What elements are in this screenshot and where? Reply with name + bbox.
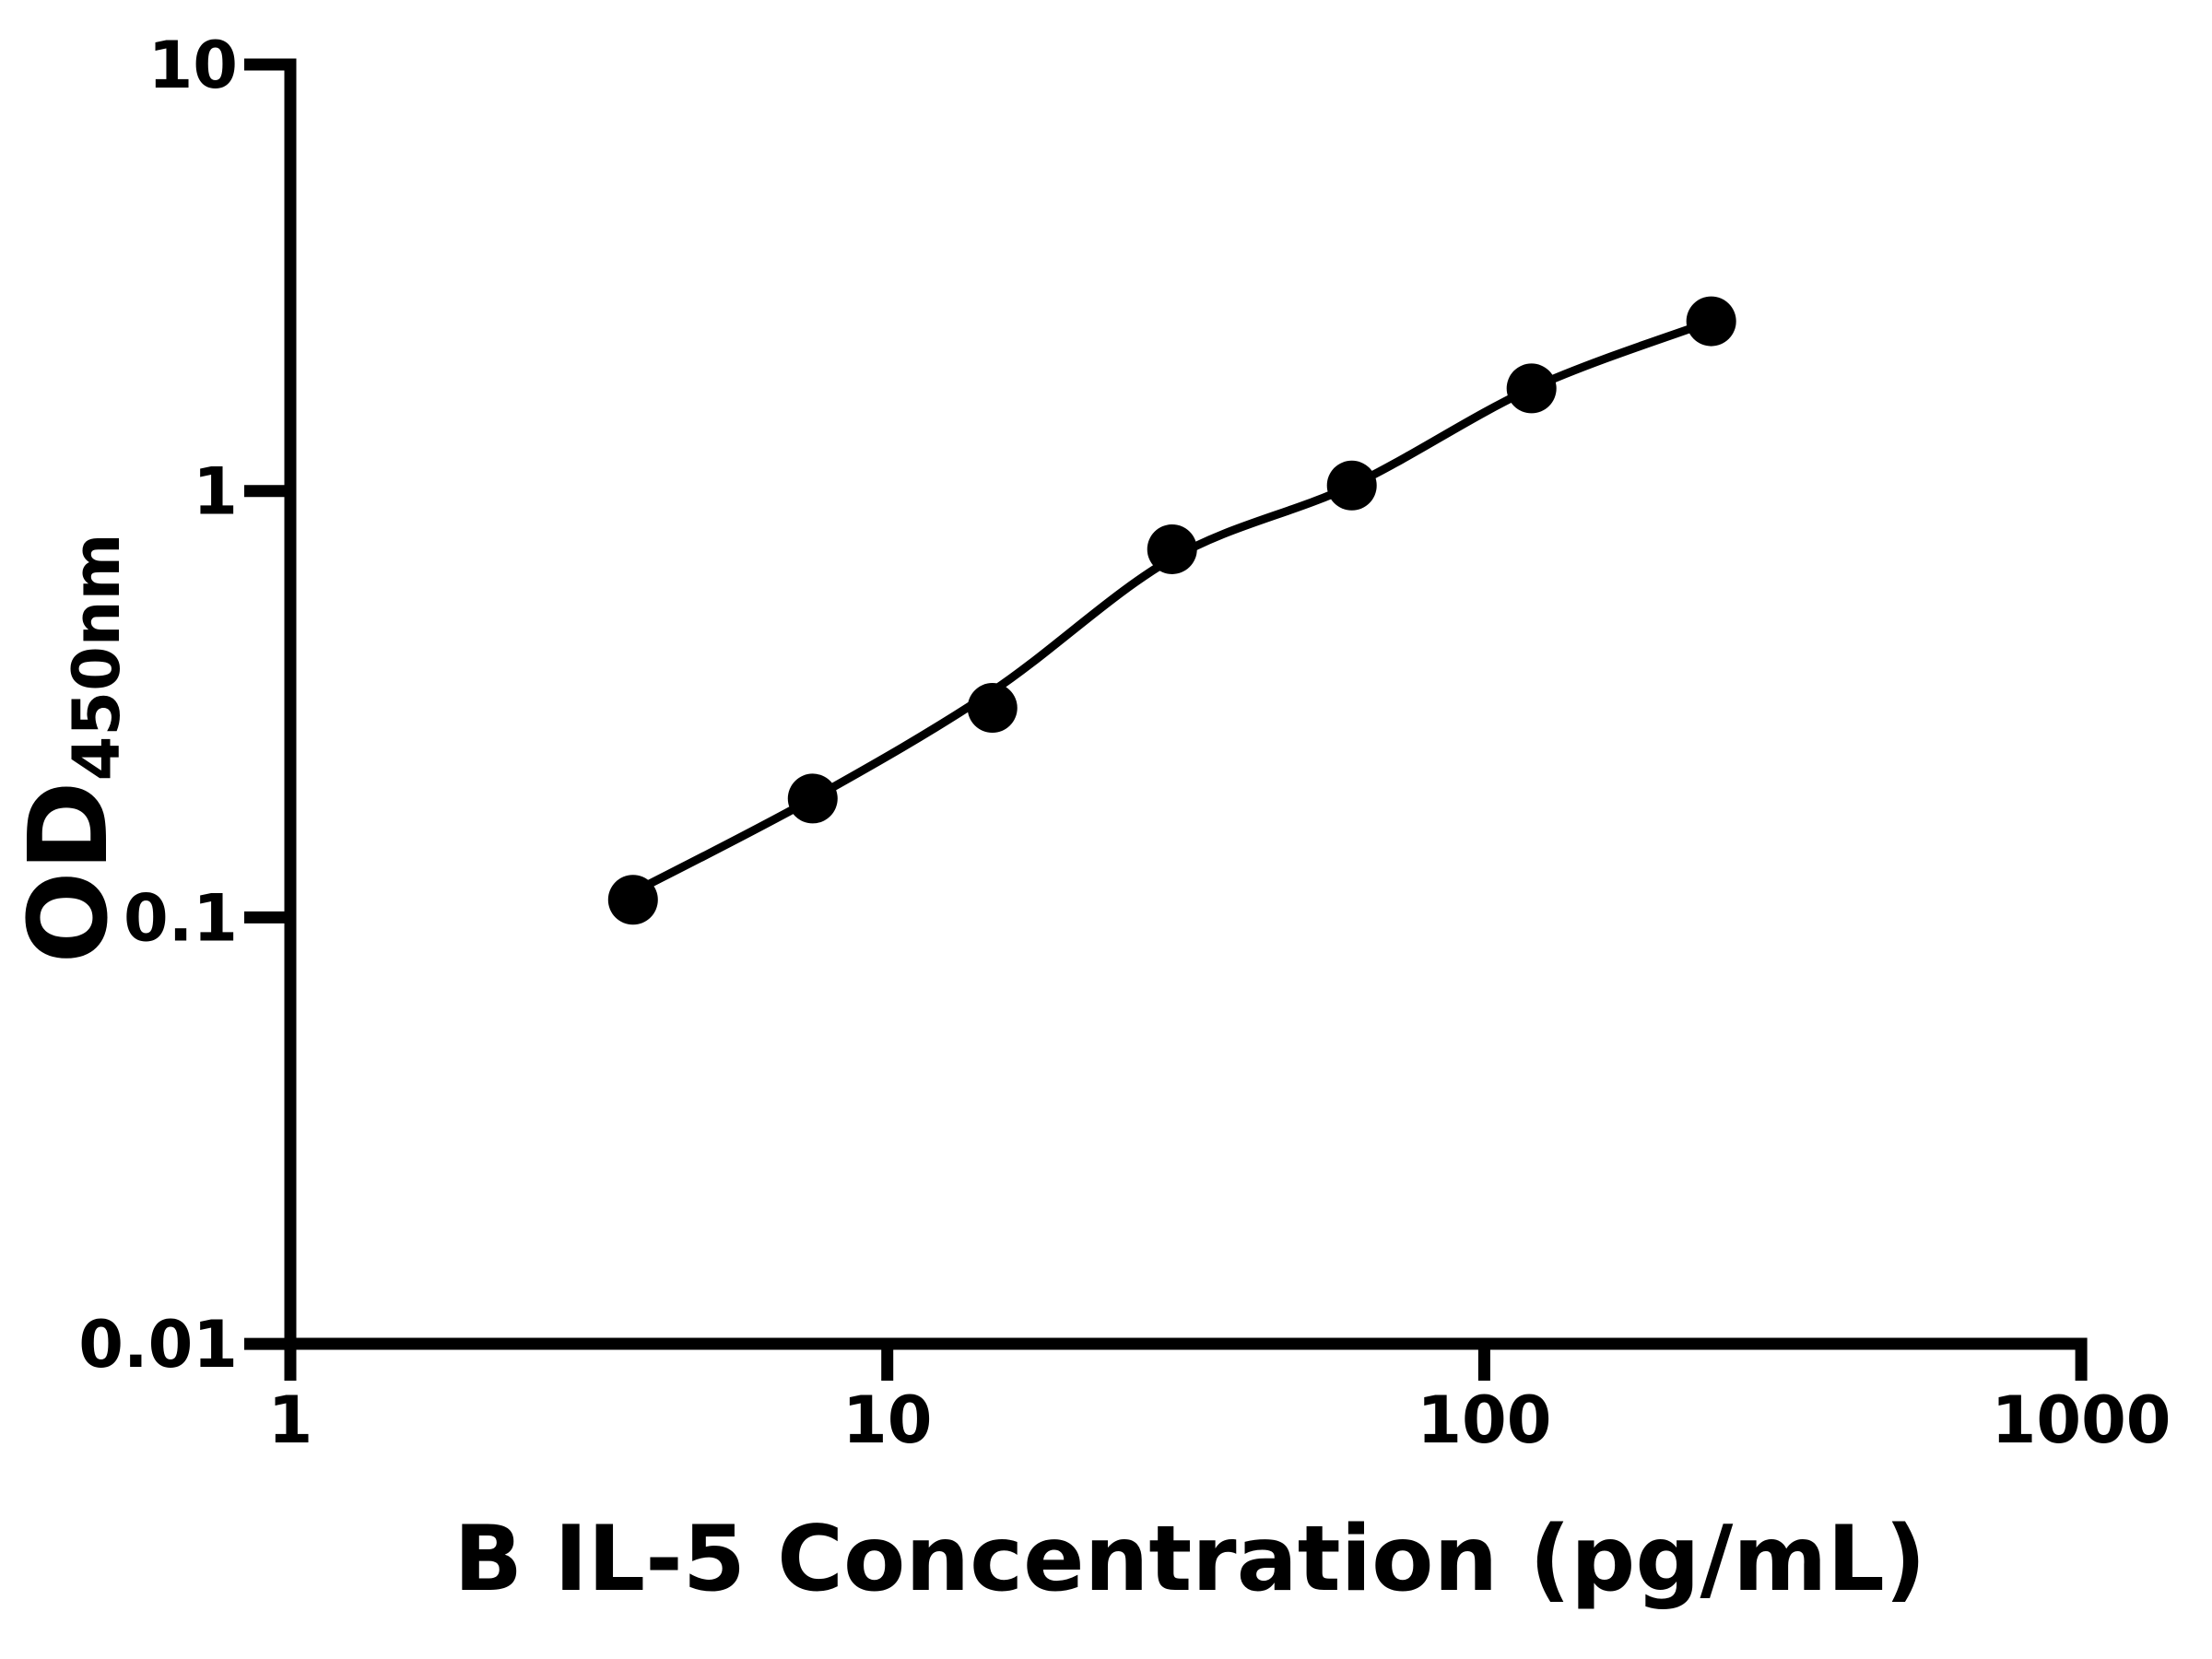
y-axis-title-main: OD bbox=[5, 781, 132, 964]
data-point bbox=[787, 773, 838, 824]
x-tick-label: 1 bbox=[268, 1382, 313, 1458]
y-axis-title: OD450nm bbox=[5, 533, 135, 963]
y-tick-label: 0.01 bbox=[78, 1307, 238, 1382]
x-tick-label: 10 bbox=[842, 1382, 932, 1458]
y-tick-label: 1 bbox=[193, 454, 238, 530]
x-tick-label: 1000 bbox=[1992, 1382, 2171, 1458]
data-point bbox=[607, 875, 658, 925]
x-tick-label: 100 bbox=[1417, 1382, 1551, 1458]
data-point bbox=[1506, 363, 1557, 414]
y-tick-label: 0.1 bbox=[124, 880, 238, 956]
x-axis-title: B IL-5 Concentration (pg/mL) bbox=[453, 1507, 1926, 1612]
y-tick-label: 10 bbox=[148, 28, 238, 103]
data-point bbox=[1326, 460, 1377, 511]
data-point bbox=[1686, 296, 1736, 347]
data-point bbox=[967, 683, 1018, 734]
data-point bbox=[1147, 524, 1197, 574]
y-axis-title-subscript: 450nm bbox=[59, 533, 135, 782]
